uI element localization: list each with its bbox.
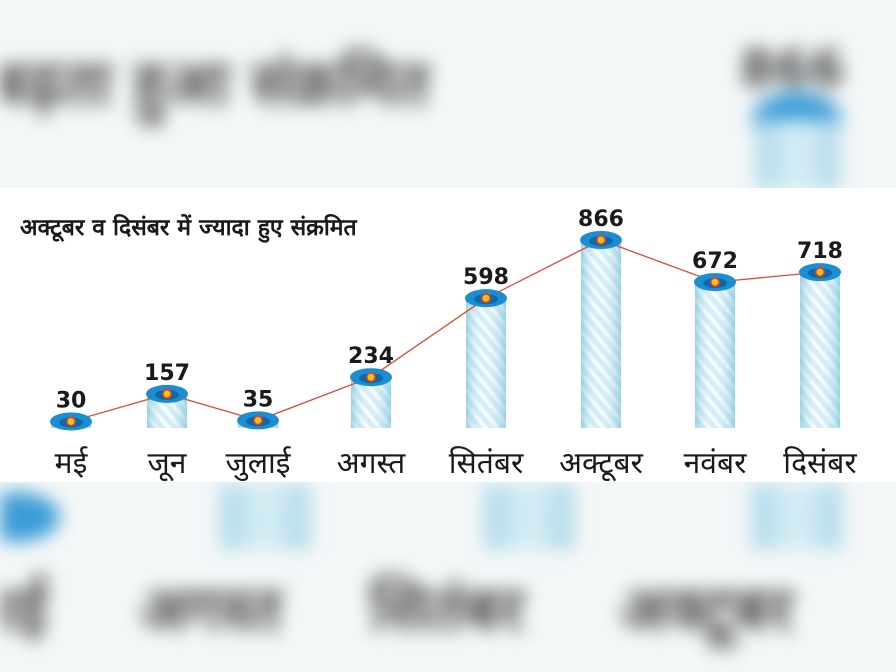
data-point-marker	[595, 234, 606, 245]
category-label: अगस्त	[337, 446, 406, 481]
category-label: जून	[148, 446, 188, 482]
bar-shade	[466, 298, 506, 428]
data-label: 866	[578, 207, 624, 232]
blurred-month-label: अगस्त	[140, 573, 282, 646]
data-point-marker	[365, 372, 376, 383]
data-label: 234	[348, 344, 394, 369]
category-label: दिसंबर	[783, 446, 857, 481]
data-label: 672	[692, 249, 738, 274]
data-point-marker	[480, 293, 491, 304]
blurred-month-label: अक्टूबर	[620, 573, 794, 646]
data-point-marker	[162, 388, 173, 399]
data-point-marker	[814, 267, 825, 278]
data-point-marker	[66, 416, 77, 427]
blurred-cap	[0, 492, 60, 542]
blurred-month-label: मई	[0, 573, 48, 646]
blurred-headline: बढ़ता हुआ संक्रमित	[0, 47, 430, 120]
bar-shade	[695, 282, 735, 428]
data-label: 598	[463, 265, 509, 290]
category-label: अक्टूबर	[559, 446, 644, 482]
data-label: 157	[144, 361, 190, 386]
data-label: 718	[797, 239, 843, 264]
blurred-bar	[752, 484, 842, 550]
data-label: 35	[243, 387, 274, 412]
chart-title: अक्टूबर व दिसंबर में ज्यादा हुए संक्रमित	[20, 215, 357, 241]
data-label: 30	[56, 388, 87, 413]
blurred-month-label: सितंबर	[370, 573, 525, 646]
blurred-bar	[220, 484, 310, 550]
category-label: नवंबर	[684, 446, 747, 481]
category-label: सितंबर	[449, 446, 524, 481]
markers-layer	[50, 231, 841, 431]
chart-panel: अक्टूबर व दिसंबर में ज्यादा हुए संक्रमित…	[0, 188, 896, 482]
bar-chart: 30 मई 157 जून 35 जुलाई 234 अगस्त 598 सितंबर 866 अक्…	[50, 207, 858, 482]
bar-shade	[800, 272, 840, 428]
blurred-value: 866	[740, 40, 845, 98]
data-point-marker	[253, 415, 264, 426]
category-label: मई	[55, 446, 89, 481]
labels-layer: 30 मई 157 जून 35 जुलाई 234 अगस्त 598 सितंबर 866 अक्…	[55, 207, 858, 482]
data-point-marker	[709, 277, 720, 288]
category-label: जुलाई	[225, 446, 291, 482]
blurred-bar	[756, 120, 840, 190]
bar-shade	[581, 240, 621, 428]
blurred-bar	[484, 484, 574, 550]
